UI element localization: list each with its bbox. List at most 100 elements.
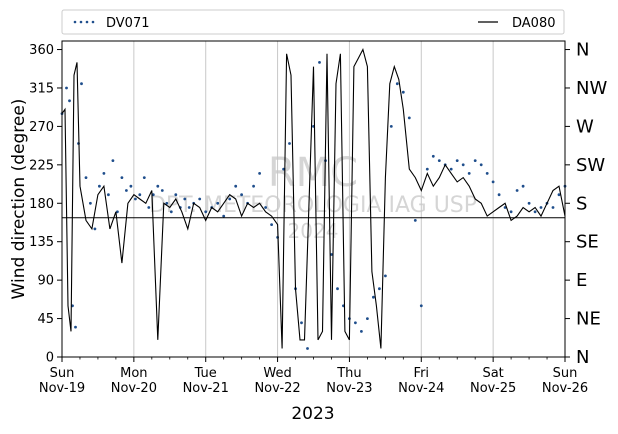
y-tick-label: 315 <box>29 81 54 96</box>
compass-label: NE <box>576 309 601 330</box>
compass-label: SE <box>576 232 599 253</box>
data-point-dv071 <box>270 223 273 227</box>
compass-axis: N NE E SE S SW W NW N <box>565 40 607 368</box>
data-point-dv071 <box>125 189 128 192</box>
x-tick-date-label: Nov-22 <box>254 381 300 396</box>
watermark: RMC DPT. METEOROLOGIA IAG USP 2024 <box>149 150 477 243</box>
data-point-dv071 <box>384 274 387 278</box>
x-tick-day-label: Wed <box>263 366 291 381</box>
data-point-dv071 <box>80 82 83 86</box>
compass-label: S <box>576 193 587 214</box>
compass-label: W <box>576 116 594 137</box>
data-point-dv071 <box>455 159 459 163</box>
data-point-dv071 <box>169 210 173 214</box>
data-point-dv071 <box>65 86 68 90</box>
data-point-dv071 <box>354 321 357 325</box>
data-point-dv071 <box>120 176 124 180</box>
data-point-dv071 <box>74 325 77 329</box>
compass-label: N <box>576 40 589 61</box>
data-point-dv071 <box>330 253 333 256</box>
legend-box <box>61 9 565 35</box>
data-point-dv071 <box>437 159 441 163</box>
data-point-dv071 <box>134 197 137 201</box>
compass-label: N <box>576 347 589 368</box>
data-point-dv071 <box>557 193 561 197</box>
x-tick-date-label: Nov-21 <box>183 381 229 396</box>
compass-label: NW <box>576 78 607 99</box>
data-point-dv071 <box>116 210 119 214</box>
x-tick-day-label: Sat <box>482 366 503 381</box>
x-tick-date-label: Nov-23 <box>326 381 372 396</box>
y-tick-label: 180 <box>29 197 54 212</box>
compass-label: SW <box>576 155 605 176</box>
data-point-dv071 <box>473 159 477 163</box>
data-point-dv071 <box>389 125 393 128</box>
data-point-dv071 <box>431 154 435 158</box>
y-tick-label: 225 <box>29 158 54 173</box>
legend-label-dv071: DV071 <box>106 16 150 31</box>
data-point-dv071 <box>467 172 471 175</box>
data-point-dv071 <box>479 163 483 167</box>
data-point-dv071 <box>491 180 495 184</box>
data-point-dv071 <box>98 184 101 188</box>
y-tick-label: 0 <box>46 351 54 366</box>
data-point-dv071 <box>366 317 369 320</box>
x-tick-date-label: Nov-26 <box>542 381 588 396</box>
data-point-dv071 <box>252 184 256 188</box>
data-point-dv071 <box>533 210 537 214</box>
data-point-dv071 <box>300 321 303 325</box>
data-point-dv071 <box>183 197 187 201</box>
series-da080 <box>61 47 566 349</box>
legend-marker-dv071 <box>73 20 95 24</box>
y-axis-title: Wind direction (degree) <box>9 99 29 300</box>
data-point-dv071 <box>89 201 92 205</box>
legend: DV071 DA080 <box>61 9 565 35</box>
data-point-dv071 <box>425 167 429 171</box>
data-point-dv071 <box>360 330 363 333</box>
x-tick-date-label: Nov-25 <box>470 381 516 396</box>
data-point-dv071 <box>107 193 110 197</box>
data-point-dv071 <box>111 159 115 163</box>
watermark-line-1: RMC <box>268 150 358 196</box>
data-point-dv071 <box>461 163 465 167</box>
data-point-dv071 <box>216 201 220 205</box>
data-point-dv071 <box>413 219 417 222</box>
x-tick-day-label: Fri <box>414 366 430 381</box>
x-tick-day-label: Sun <box>50 366 75 381</box>
data-point-dv071 <box>160 189 164 192</box>
data-point-dv071 <box>306 347 309 350</box>
legend-label-da080: DA080 <box>512 16 556 31</box>
x-axis-title: 2023 <box>291 404 334 424</box>
data-point-dv071 <box>156 184 160 188</box>
x-axis: SunNov-19MonNov-20TueNov-21WedNov-22ThuN… <box>39 357 588 396</box>
data-point-dv071 <box>240 193 244 197</box>
x-tick-day-label: Thu <box>336 366 361 381</box>
data-point-dv071 <box>204 210 208 214</box>
data-point-dv071 <box>521 184 525 188</box>
data-point-dv071 <box>336 287 339 291</box>
data-point-dv071 <box>198 197 202 201</box>
data-point-dv071 <box>147 206 151 209</box>
y-tick-label: 360 <box>29 43 54 58</box>
x-tick-day-label: Tue <box>194 366 217 381</box>
x-tick-day-label: Sun <box>553 366 578 381</box>
data-point-dv071 <box>419 304 423 308</box>
data-point-dv071 <box>449 167 453 171</box>
data-point-dv071 <box>222 214 226 218</box>
data-point-dv071 <box>551 206 555 209</box>
data-point-dv071 <box>102 172 106 175</box>
gridlines <box>133 41 494 357</box>
data-point-dv071 <box>93 227 97 231</box>
data-point-dv071 <box>515 189 519 192</box>
y-tick-label: 135 <box>29 235 54 250</box>
data-point-dv071 <box>165 201 169 205</box>
data-point-dv071 <box>509 210 513 214</box>
series-line-da080 <box>61 47 566 349</box>
data-point-dv071 <box>84 176 88 180</box>
x-tick-date-label: Nov-20 <box>111 381 157 396</box>
data-point-dv071 <box>318 61 321 64</box>
data-point-dv071 <box>174 193 178 197</box>
data-point-dv071 <box>151 193 155 197</box>
